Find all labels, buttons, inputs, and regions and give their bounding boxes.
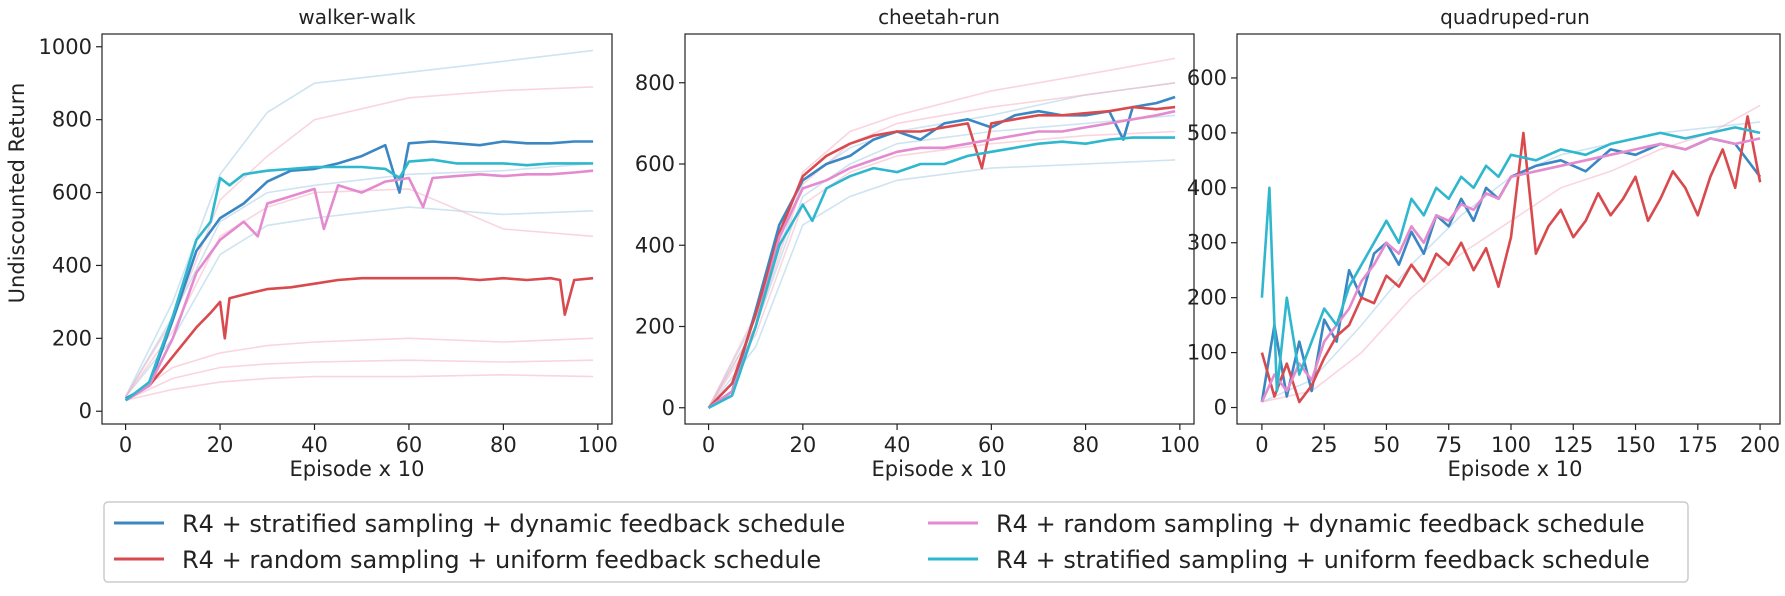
faint-seed-line (707, 130, 1176, 409)
x-tick-label: 80 (490, 433, 517, 457)
x-tick-label: 20 (207, 433, 234, 457)
faint-seed-line (707, 159, 1176, 409)
y-tick-label: 600 (635, 152, 675, 176)
x-tick-label: 75 (1435, 433, 1462, 457)
panel-quadruped-run: quadruped-run Episode x 10 (1440, 5, 1590, 481)
x-tick-label: 100 (1160, 433, 1200, 457)
y-tick-label: 600 (1187, 66, 1227, 90)
y-tick-label: 300 (1187, 231, 1227, 255)
x-tick-label: 60 (396, 433, 423, 457)
panel-walker-walk: walker-walk Undiscounted Return Episode … (5, 5, 424, 481)
x-axis-label: Episode x 10 (872, 457, 1007, 481)
series-line-3 (124, 169, 594, 402)
y-tick-label: 200 (635, 315, 675, 339)
series-line-2 (1260, 115, 1762, 404)
faint-seed-line (124, 188, 594, 398)
y-tick-label: 400 (1187, 176, 1227, 200)
legend-label: R4 + stratified sampling + dynamic feedb… (182, 510, 845, 538)
panel-title: cheetah-run (878, 5, 1000, 29)
faint-seed-line (125, 373, 594, 402)
series-line-4 (1260, 126, 1761, 393)
x-tick-label: 125 (1553, 433, 1593, 457)
y-tick-label: 0 (1214, 396, 1227, 420)
y-tick-label: 800 (635, 71, 675, 95)
legend-label: R4 + stratified sampling + uniform feedb… (996, 546, 1650, 574)
x-tick-label: 25 (1311, 433, 1338, 457)
series-line-2 (124, 276, 594, 402)
x-tick-label: 100 (578, 433, 618, 457)
legend: R4 + stratified sampling + dynamic feedb… (103, 501, 1689, 583)
x-tick-label: 175 (1678, 433, 1718, 457)
panel-title: quadruped-run (1440, 5, 1590, 29)
series-group (707, 57, 1176, 409)
x-tick-label: 100 (1491, 433, 1531, 457)
axes-frame (101, 33, 613, 425)
panel-title: walker-walk (298, 5, 416, 29)
y-tick-label: 800 (52, 108, 92, 132)
y-tick-label: 0 (79, 399, 92, 423)
faint-seed-line (707, 114, 1176, 409)
series-line-4 (124, 158, 594, 402)
plot-area-2: 0 20 40 60 80 100 0 200 400 600 800 (635, 33, 1200, 457)
x-axis-label: Episode x 10 (1448, 457, 1583, 481)
x-tick-label: 20 (789, 433, 816, 457)
y-tick-label: 1000 (39, 35, 92, 59)
y-tick-label: 200 (52, 326, 92, 350)
legend-frame (103, 501, 1689, 583)
y-tick-label: 400 (635, 233, 675, 257)
x-tick-label: 60 (978, 433, 1005, 457)
faint-seed-line (125, 337, 594, 401)
x-tick-label: 40 (884, 433, 911, 457)
legend-item: R4 + stratified sampling + dynamic feedb… (114, 510, 845, 538)
y-tick-label: 0 (662, 396, 675, 420)
y-axis-label: Undiscounted Return (5, 83, 29, 304)
faint-seed-line (124, 49, 594, 398)
x-tick-label: 200 (1740, 433, 1780, 457)
series-line-2 (707, 105, 1176, 409)
axes-frame (1236, 33, 1781, 425)
x-tick-label: 50 (1373, 433, 1400, 457)
faint-seed-line (1261, 104, 1761, 403)
y-tick-label: 100 (1187, 341, 1227, 365)
x-tick-label: 40 (301, 433, 328, 457)
legend-item: R4 + random sampling + uniform feedback … (114, 546, 821, 574)
y-tick-label: 400 (52, 253, 92, 277)
x-tick-label: 0 (702, 433, 715, 457)
series-line-3 (1260, 137, 1761, 403)
series-group (124, 49, 594, 402)
legend-label: R4 + random sampling + uniform feedback … (182, 546, 821, 574)
x-tick-label: 80 (1072, 433, 1099, 457)
x-tick-label: 0 (1255, 433, 1268, 457)
series-line-4 (708, 136, 1176, 409)
legend-item: R4 + random sampling + dynamic feedback … (928, 510, 1645, 538)
x-tick-label: 0 (119, 433, 132, 457)
y-tick-label: 600 (52, 181, 92, 205)
series-group (1260, 104, 1762, 404)
faint-seed-line (1261, 121, 1761, 403)
x-tick-label: 150 (1615, 433, 1655, 457)
y-tick-label: 200 (1187, 286, 1227, 310)
axes-frame (684, 33, 1195, 425)
panel-cheetah-run: cheetah-run Episode x 10 (872, 5, 1007, 481)
faint-seed-line (124, 206, 594, 398)
y-tick-label: 500 (1187, 121, 1227, 145)
series-line-3 (707, 109, 1176, 409)
legend-item: R4 + stratified sampling + uniform feedb… (928, 546, 1650, 574)
series-line-1 (124, 140, 594, 400)
faint-seed-line (125, 359, 594, 402)
series-line-1 (1260, 137, 1762, 403)
legend-label: R4 + random sampling + dynamic feedback … (996, 510, 1645, 538)
plot-area-3: 0 25 50 75 100 125 150 175 200 0 100 200 300 400 500 60… (1187, 33, 1781, 457)
x-axis-label: Episode x 10 (290, 457, 425, 481)
